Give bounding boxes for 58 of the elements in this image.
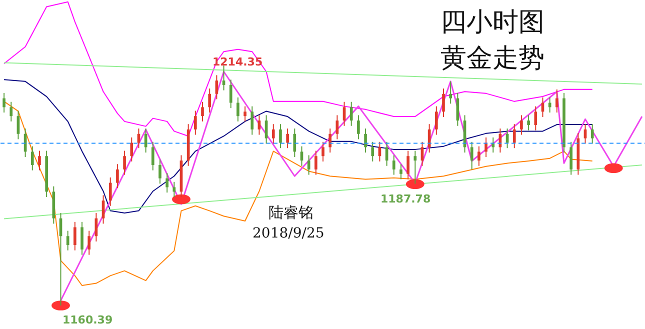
candlestick <box>250 106 254 136</box>
candlestick <box>208 88 212 114</box>
candlestick <box>201 101 204 122</box>
candlestick <box>590 124 594 144</box>
candlestick <box>116 164 119 189</box>
candlestick <box>108 176 112 206</box>
text: 黄金走势 <box>440 44 544 74</box>
candlestick <box>442 88 445 118</box>
candlestick <box>244 106 246 122</box>
candlestick <box>30 146 34 171</box>
candlestick <box>484 136 488 158</box>
candlestick <box>38 150 41 171</box>
annotation: 2018/9/25 <box>252 226 324 242</box>
candlestick <box>570 141 572 176</box>
candlestick <box>371 141 374 162</box>
candlestick <box>364 128 367 154</box>
candlestick <box>449 80 452 104</box>
candlestick <box>527 114 530 131</box>
candlestick <box>279 124 282 149</box>
candlestick <box>172 181 176 198</box>
candlestick <box>194 110 197 136</box>
annotation: 1160.39 <box>62 314 113 326</box>
annotation: 陆睿铭 <box>268 204 314 222</box>
candlestick <box>66 230 70 251</box>
candlestick <box>10 101 13 122</box>
candlestick <box>123 150 126 176</box>
candlestick <box>406 150 410 180</box>
candlestick <box>478 146 480 166</box>
candlestick <box>130 136 134 162</box>
candlestick <box>158 159 162 184</box>
candlestick <box>286 128 289 149</box>
candlestick <box>357 114 360 140</box>
candlestick <box>434 106 438 136</box>
candlestick <box>166 172 168 194</box>
candlestick <box>236 96 240 122</box>
candlestick <box>328 128 332 154</box>
candlestick <box>534 106 538 131</box>
candlestick <box>88 230 91 256</box>
candlestick <box>520 114 523 136</box>
candlestick <box>229 79 232 109</box>
candlestick <box>80 221 84 256</box>
candlestick <box>74 221 76 251</box>
candlestick <box>2 92 6 114</box>
annotation: 1187.78 <box>380 192 431 206</box>
candlestick <box>400 164 402 180</box>
candlestick <box>414 150 417 184</box>
candlestick <box>222 65 226 91</box>
candlestick <box>555 88 558 114</box>
candlestick <box>392 154 396 176</box>
candlestick <box>293 128 296 158</box>
candlestick <box>272 124 275 144</box>
candlestick <box>470 141 474 170</box>
chart-title: 四小时图 <box>440 8 544 38</box>
candlestick <box>151 141 154 171</box>
candlestick <box>314 150 318 176</box>
candlestick <box>350 101 353 126</box>
candlestick <box>512 124 516 149</box>
candlestick <box>322 141 324 162</box>
